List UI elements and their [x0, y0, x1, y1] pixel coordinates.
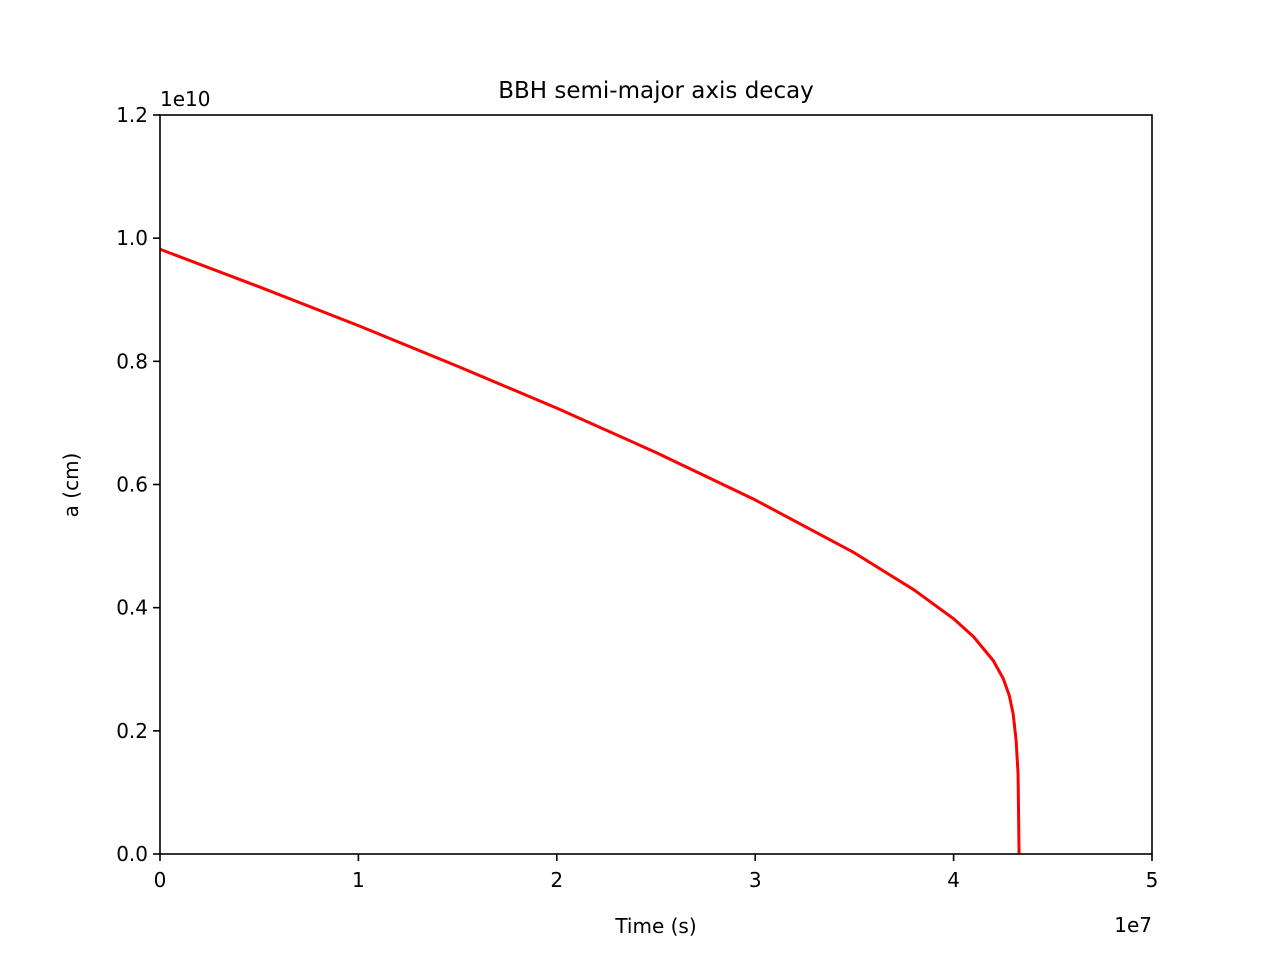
x-tick-label: 0	[154, 868, 167, 892]
x-axis-label: Time (s)	[614, 914, 696, 938]
x-axis-ticks: 0 1 2 3 4 5	[154, 854, 1159, 892]
x-tick-label: 4	[947, 868, 960, 892]
x-axis-offset-label: 1e7	[1114, 913, 1152, 937]
y-tick-label: 0.4	[116, 596, 148, 620]
y-tick-label: 0.8	[116, 349, 148, 373]
x-tick-label: 5	[1146, 868, 1159, 892]
series-line	[159, 247, 1021, 855]
y-tick-label: 1.0	[116, 226, 148, 250]
chart-title: BBH semi-major axis decay	[498, 78, 814, 104]
y-axis-ticks: 0.0 0.2 0.4 0.6 0.8 1.0 1.2	[116, 103, 160, 866]
series-layer	[159, 247, 1021, 855]
y-axis-label: a (cm)	[59, 453, 83, 518]
x-tick-label: 3	[749, 868, 762, 892]
x-tick-label: 1	[352, 868, 365, 892]
y-axis-offset-label: 1e10	[160, 87, 210, 111]
y-tick-label: 1.2	[116, 103, 148, 127]
y-tick-label: 0.6	[116, 473, 148, 497]
y-tick-label: 0.0	[116, 842, 148, 866]
x-tick-label: 2	[550, 868, 563, 892]
y-tick-label: 0.2	[116, 719, 148, 743]
